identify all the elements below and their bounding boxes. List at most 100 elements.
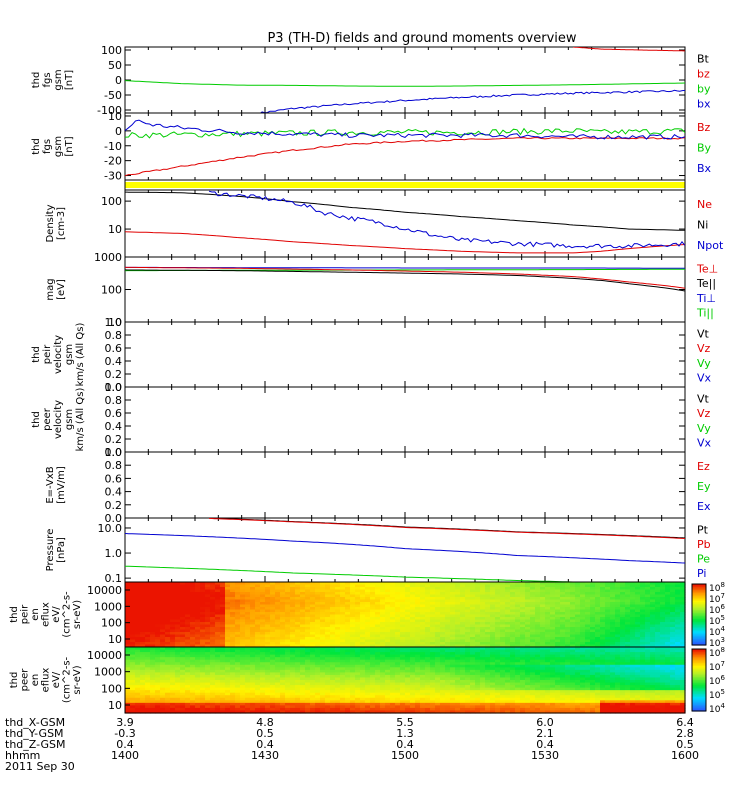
y-tick-label: 0.6: [105, 407, 123, 420]
legend-label: Vx: [697, 372, 712, 385]
legend-label: Bt: [697, 53, 710, 66]
y-tick-label: 0.2: [105, 499, 123, 512]
y-label-line: fgs: [42, 139, 53, 154]
legend-label: Vz: [697, 407, 711, 420]
y-tick-label: 100: [101, 195, 122, 208]
y-label-line: (cm^2-s-: [62, 591, 73, 638]
y-label-line: Density: [45, 204, 56, 242]
y-axis-label: Pressure[nPa]: [45, 529, 67, 572]
y-tick-label: 1000: [94, 600, 122, 613]
y-tick-label: -30: [104, 170, 122, 183]
legend-label: Pt: [697, 523, 709, 536]
y-label-line: eflux: [41, 602, 52, 627]
legend-label: Bz: [697, 121, 711, 134]
y-tick-label: 1000: [94, 251, 122, 264]
panel-frame: [125, 387, 685, 452]
y-label-line: [cm-3]: [56, 207, 67, 240]
y-axis-label: E=-VxB[mV/m]: [45, 466, 67, 504]
y-tick-label: 0.8: [105, 394, 123, 407]
y-tick-label: 1.0: [105, 381, 123, 394]
legend-label: bz: [697, 68, 710, 81]
y-tick-label: 0: [115, 74, 122, 87]
y-tick-label: 10: [108, 110, 122, 123]
y-tick-label: 1.0: [105, 316, 123, 329]
y-label-line: km/s (All Qs): [75, 323, 86, 387]
legend-label: Pb: [697, 538, 711, 551]
y-label-line: gsm: [64, 344, 75, 365]
legend-label: Ex: [697, 500, 711, 513]
y-label-line: [mV/m]: [56, 466, 67, 504]
y-tick-label: 0.6: [105, 342, 123, 355]
legend-label: Pi: [697, 567, 706, 580]
legend-label: Vy: [697, 357, 711, 370]
y-label-line: gsm: [53, 69, 64, 90]
y-tick-label: 0.4: [105, 486, 123, 499]
y-label-line: thd: [31, 138, 42, 155]
legend-label: Pe: [697, 552, 710, 565]
legend-label: Ez: [697, 460, 710, 473]
y-tick-label: 100: [101, 44, 122, 57]
y-label-line: [eV]: [56, 279, 67, 300]
y-label-line: thd: [31, 72, 42, 89]
y-tick-label: 1.0: [105, 446, 123, 459]
y-label-line: [nT]: [64, 70, 75, 90]
y-tick-label: -10: [104, 140, 122, 153]
y-label-line: gsm: [64, 409, 75, 430]
y-tick-label: 10: [108, 633, 122, 646]
legend-label: Te⊥: [696, 262, 718, 275]
y-label-line: fgs: [42, 72, 53, 87]
panel-frame: [125, 322, 685, 387]
y-label-line: thd: [31, 411, 42, 428]
y-axis-label: mag[eV]: [45, 278, 67, 300]
y-tick-label: 0.8: [105, 329, 123, 342]
y-label-line: [nT]: [64, 136, 75, 156]
chart-title: P3 (TH-D) fields and ground moments over…: [267, 31, 576, 46]
y-label-line: km/s (All Qs): [75, 388, 86, 452]
legend-label: By: [697, 142, 712, 155]
legend-label: Bx: [697, 162, 712, 175]
panel-frame: [125, 452, 685, 518]
legend-label: Vt: [697, 327, 710, 340]
y-tick-label: -50: [104, 89, 122, 102]
legend-label: bx: [697, 98, 711, 111]
legend-label: Vx: [697, 437, 712, 450]
y-label-line: peir: [20, 604, 31, 624]
y-label-line: peir: [42, 344, 53, 364]
legend-label: Te||: [696, 277, 716, 290]
legend-label: Ne: [697, 198, 712, 211]
y-tick-label: 10000: [87, 584, 122, 597]
y-label-line: [nPa]: [56, 537, 67, 563]
legend-label: Vt: [697, 392, 710, 405]
panel-frame: [125, 113, 685, 180]
y-tick-label: 100: [101, 617, 122, 630]
y-tick-label: 0.4: [105, 355, 123, 368]
legend-label: Vy: [697, 422, 711, 435]
legend-label: by: [697, 83, 711, 96]
y-label-line: eV/: [51, 606, 62, 623]
y-label-line: mag: [45, 278, 56, 300]
y-label-line: en: [30, 608, 41, 621]
y-label-line: peer: [42, 407, 53, 431]
legend-label: Ni: [697, 219, 708, 232]
legend-label: Npot: [697, 239, 724, 252]
y-label-line: thd: [9, 606, 20, 623]
legend-label: Vz: [697, 342, 711, 355]
y-label-line: gsm: [53, 136, 64, 157]
legend-label: Ey: [697, 480, 711, 493]
legend-label: Ti||: [696, 307, 714, 320]
y-tick-label: -20: [104, 155, 122, 168]
